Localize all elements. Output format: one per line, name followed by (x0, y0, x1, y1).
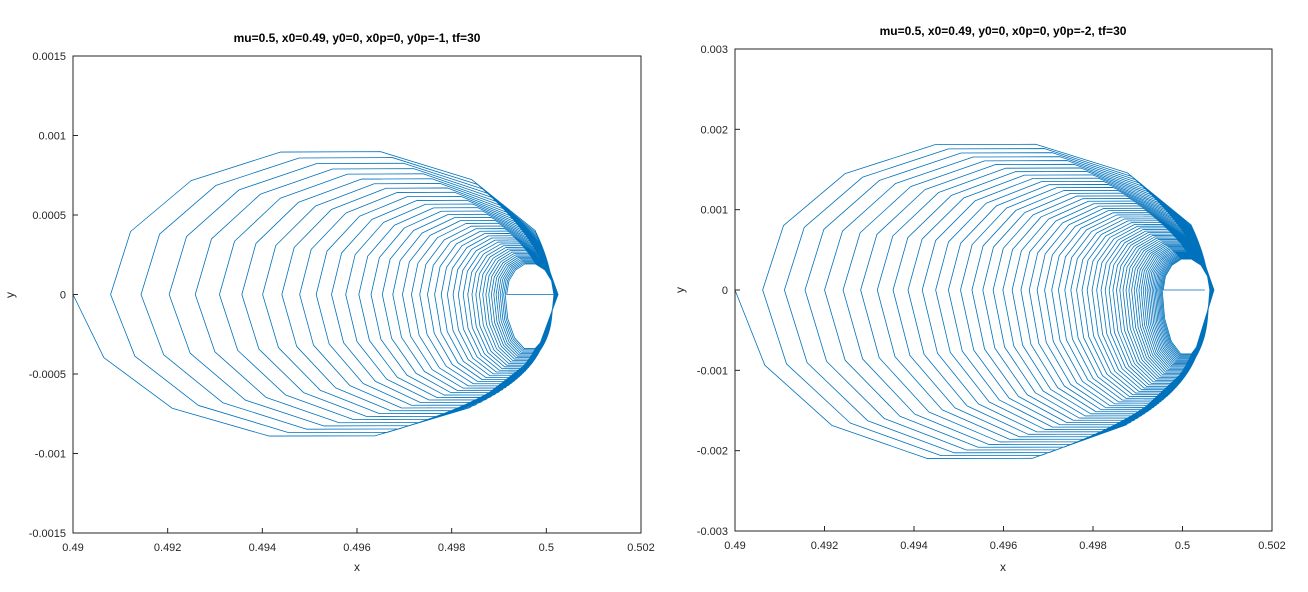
y-tick-label: 0.003 (700, 44, 728, 56)
x-tick-label: 0.492 (811, 540, 839, 552)
x-tick-label: 0.498 (1079, 540, 1107, 552)
x-tick-label: 0.5 (539, 542, 554, 554)
x-tick-label: 0.5 (1175, 540, 1190, 552)
x-tick-label: 0.494 (900, 540, 928, 552)
chart-title: mu=0.5, x0=0.49, y0=0, x0p=0, y0p=-1, tf… (234, 31, 481, 45)
y-tick-label: 0.002 (700, 124, 728, 136)
y-tick-label: 0 (722, 285, 728, 297)
axes-box (72, 55, 642, 534)
y-tick-label: -0.003 (697, 526, 728, 538)
curve-series (72, 151, 559, 437)
y-tick-label: -0.001 (35, 449, 66, 461)
y-tick-label: 0.0005 (32, 210, 66, 222)
x-tick-label: 0.502 (1258, 540, 1286, 552)
x-tick-label: 0.49 (62, 542, 83, 554)
y-tick-label: 0.001 (38, 131, 66, 143)
y-axis-label: y (3, 292, 17, 298)
x-axis-label: x (354, 560, 360, 574)
x-axis-label: x (1000, 560, 1006, 574)
chart-left: mu=0.5, x0=0.49, y0=0, x0p=0, y0p=-1, tf… (3, 31, 655, 574)
chart-right: mu=0.5, x0=0.49, y0=0, x0p=0, y0p=-2, tf… (673, 24, 1286, 574)
x-tick-label: 0.49 (724, 540, 745, 552)
y-tick-label: 0.0015 (32, 51, 66, 63)
y-tick-label: 0.001 (700, 205, 728, 217)
chart-title: mu=0.5, x0=0.49, y0=0, x0p=0, y0p=-2, tf… (880, 24, 1127, 38)
y-tick-label: -0.001 (697, 365, 728, 377)
axes-box (734, 48, 1273, 532)
y-tick-label: 0 (60, 290, 66, 302)
x-tick-label: 0.492 (154, 542, 182, 554)
y-axis-label: y (673, 287, 687, 293)
x-tick-label: 0.498 (438, 542, 466, 554)
x-tick-label: 0.496 (990, 540, 1018, 552)
curve-series (734, 143, 1215, 459)
x-tick-label: 0.496 (343, 542, 371, 554)
y-tick-label: -0.002 (697, 446, 728, 458)
x-tick-label: 0.502 (627, 542, 655, 554)
x-tick-label: 0.494 (249, 542, 277, 554)
y-tick-label: -0.0005 (29, 369, 66, 381)
y-tick-label: -0.0015 (29, 528, 66, 540)
